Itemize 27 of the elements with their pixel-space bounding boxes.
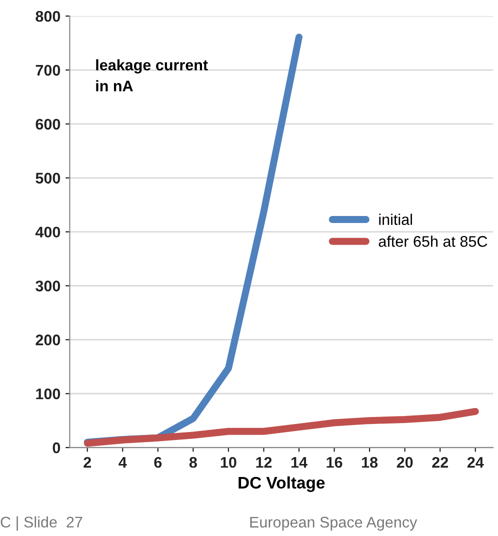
legend-label: initial xyxy=(379,214,412,225)
y-tick-label: 400 xyxy=(35,226,60,238)
x-tick-label: 18 xyxy=(362,456,378,468)
x-tick-label: 16 xyxy=(326,456,342,468)
y-tick-label: 600 xyxy=(36,118,60,130)
y-tick-label: 800 xyxy=(36,10,60,22)
x-tick-label: 10 xyxy=(220,456,236,468)
x-tick-label: 20 xyxy=(396,456,413,468)
y-tick-label: 700 xyxy=(36,64,60,76)
x-tick-label: 6 xyxy=(154,456,162,468)
text: C | Slide 27 xyxy=(0,516,82,531)
x-tick-label: 8 xyxy=(189,456,197,468)
legend-label: after 65h at 85C xyxy=(378,236,488,247)
annotation: leakage current in nA xyxy=(96,59,208,92)
x-tick-label: 14 xyxy=(291,457,308,468)
x-axis-title: DC Voltage xyxy=(238,476,325,492)
x-tick-label: 4 xyxy=(118,457,127,468)
y-tick-label: 200 xyxy=(36,334,60,346)
y-tick-label: 500 xyxy=(36,172,60,184)
x-tick-label: 12 xyxy=(256,456,272,468)
x-tick-label: 22 xyxy=(432,456,448,468)
y-tick-label: 100 xyxy=(36,388,60,400)
y-tick-label: 300 xyxy=(36,280,60,292)
text: European Space Agency xyxy=(250,516,418,531)
x-tick-label: 2 xyxy=(84,456,91,468)
x-tick-label: 24 xyxy=(467,456,484,468)
y-tick-label: 0 xyxy=(52,442,60,454)
